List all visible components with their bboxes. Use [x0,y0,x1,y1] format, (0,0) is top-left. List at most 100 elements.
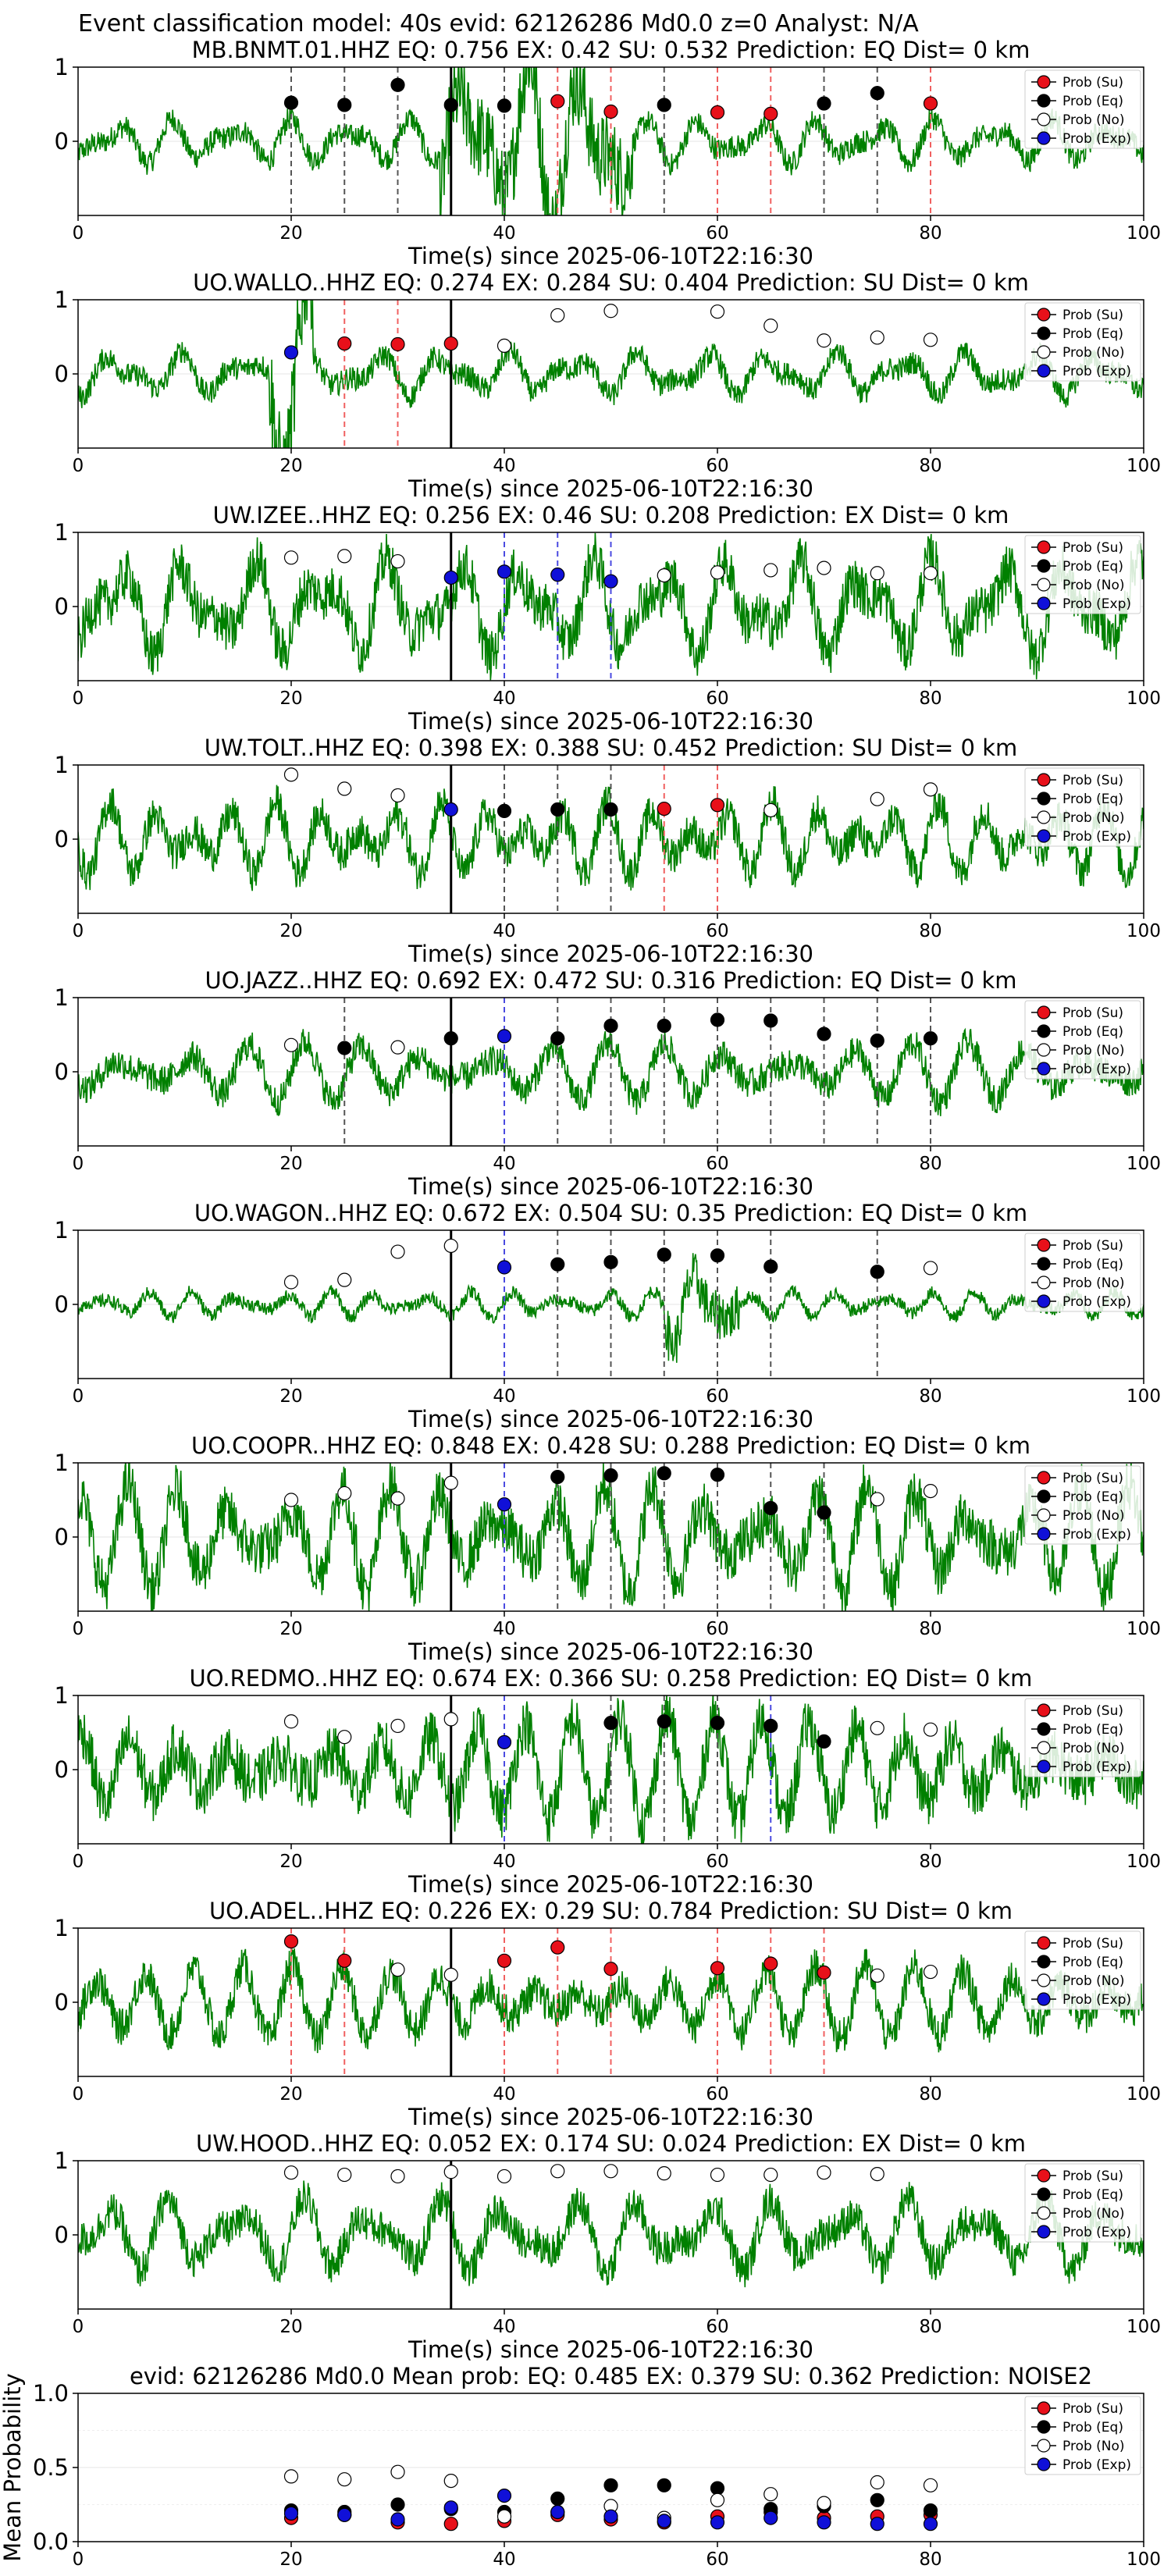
prob-point [923,782,938,797]
prob-point [763,106,778,121]
prob-point [443,98,458,112]
prob-point [603,104,618,119]
legend-box [1024,1233,1141,1312]
prob-point [710,565,725,580]
legend-box [1024,1930,1141,2010]
y-tick-label: 1 [55,286,69,313]
legend-box [1024,1465,1141,1545]
mean-prob-point [870,2475,884,2490]
prob-point [283,1037,299,1052]
legend-marker-exp [1037,1759,1051,1774]
x-tick-label: 40 [493,2317,515,2337]
panel-5: UO.JAZZ..HHZ EQ: 0.692 EX: 0.472 SU: 0.3… [55,967,1161,1200]
prob-point [657,98,671,112]
prob-point [337,98,352,112]
prob-point [870,1720,884,1735]
prob-point [870,86,884,101]
prob-point [337,1485,352,1501]
mean-prob-point [497,2489,512,2503]
prob-point [337,1041,352,1055]
seismogram-trace [78,1027,1144,1117]
prob-point [283,1275,299,1290]
legend-marker-eq [1037,1955,1051,1969]
prob-point [710,304,725,319]
prob-point [337,1730,352,1745]
prob-point [337,2167,352,2183]
prob-point [870,1492,884,1507]
prob-point [283,1493,299,1507]
prob-point [497,1260,512,1275]
prob-point [763,2167,778,2183]
x-tick-label: 60 [706,2084,728,2105]
x-tick-label: 80 [919,1852,941,1872]
legend-label-exp: Prob (Exp) [1062,364,1131,379]
legend-marker-no [1037,1508,1051,1522]
panel-title: UW.TOLT..HHZ EQ: 0.398 EX: 0.388 SU: 0.4… [205,735,1018,761]
y-tick-label: 0 [55,1989,69,2016]
legend-box [1024,302,1141,382]
x-tick-label: 0 [73,456,84,476]
prob-point [603,304,618,318]
legend-label-eq: Prob (Eq) [1062,1489,1123,1505]
prob-point [497,98,512,113]
prob-point [923,333,938,347]
legend-label-exp: Prob (Exp) [1062,596,1131,612]
prob-point [923,1964,938,1980]
prob-point [870,1265,884,1279]
prob-point [763,1956,778,1971]
mean-prob-point [923,2503,938,2518]
seismogram-trace [78,300,1144,448]
prob-point [603,802,618,817]
legend-marker-su [1037,2401,1051,2415]
y-tick-label: 1 [55,752,69,778]
plot-area [78,998,1144,1146]
x-tick-label: 20 [279,921,302,941]
prob-point [657,801,671,817]
legend-marker-su [1037,1238,1051,1252]
legend-label-eq: Prob (Eq) [1062,1024,1123,1040]
x-tick-label: 40 [493,2549,515,2570]
prob-point [390,1040,405,1055]
prob-point [283,767,299,782]
x-tick-label: 60 [706,688,728,709]
prob-point [923,1031,938,1046]
plot-area [78,1230,1144,1379]
prob-point [763,802,778,818]
mean-prob-point [497,2509,512,2524]
y-tick-label: 0 [55,1291,69,1318]
legend-label-eq: Prob (Eq) [1062,1722,1123,1738]
x-tick-label: 60 [706,2549,728,2570]
legend-marker-su [1037,1471,1051,1485]
y-tick-label: 1 [55,984,69,1011]
prob-point [550,1031,565,1046]
prob-point [497,803,512,819]
mean-prob-point [443,2474,458,2489]
legend-label-su: Prob (Su) [1062,1005,1123,1021]
mean-prob-point [923,2478,938,2492]
x-tick-label: 0 [73,688,84,709]
prob-point [443,570,458,585]
x-tick-label: 0 [73,1386,84,1407]
x-tick-label: 80 [919,1154,941,1174]
y-tick-label: 0 [55,128,69,155]
prob-point [390,1491,405,1506]
mean-prob-point [337,2507,352,2522]
mean-prob-point [817,2515,831,2530]
prob-point [923,1261,938,1276]
legend-marker-exp [1037,1992,1051,2006]
x-tick-label: 100 [1127,688,1161,709]
x-tick-label: 40 [493,1154,515,1174]
prob-point [763,318,778,333]
x-tick-label: 40 [493,456,515,476]
prob-point [337,1272,352,1287]
legend-label-eq: Prob (Eq) [1062,559,1123,575]
prob-point [817,2165,831,2180]
prob-point [603,1716,618,1731]
x-tick-label: 40 [493,1619,515,1639]
prob-point [603,1018,618,1034]
x-tick-label: 100 [1127,2317,1161,2337]
x-tick-label: 20 [279,1386,302,1407]
mean-prob-point [283,2506,299,2521]
legend-marker-su [1037,2169,1051,2183]
prob-point [390,788,405,803]
